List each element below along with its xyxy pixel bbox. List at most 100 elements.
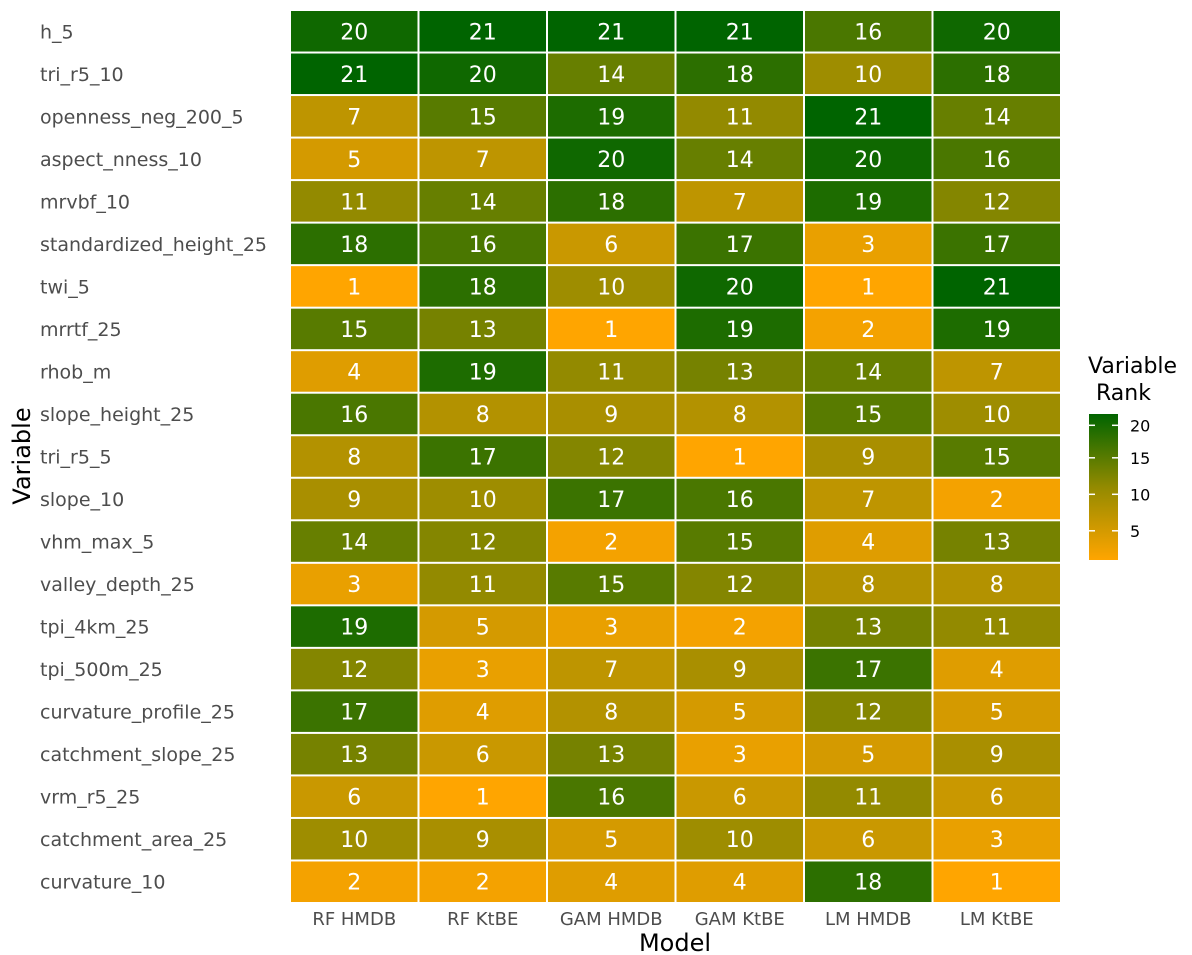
cell-value-label: 10 bbox=[726, 828, 754, 853]
heatmap-cell-catchment-area-25-lm-ktbe bbox=[933, 818, 1060, 860]
cell-value-label: 5 bbox=[476, 616, 490, 641]
row-label-catchment-slope-25: catchment_slope_25 bbox=[40, 744, 235, 766]
heatmap-cell-slope-10-gam-hmdb bbox=[548, 478, 675, 520]
heatmap-cell-twi-5-gam-hmdb bbox=[548, 266, 675, 307]
heatmap-cell-curvature-10-gam-hmdb bbox=[548, 861, 675, 902]
row-label-tri-r5-5: tri_r5_5 bbox=[40, 447, 112, 469]
heatmap-cell-h-5-lm-hmdb bbox=[805, 11, 932, 52]
cell-value-label: 1 bbox=[347, 275, 361, 300]
heatmap-cell-curvature-10-rf-ktbe bbox=[419, 861, 546, 902]
cell-value-label: 2 bbox=[733, 616, 747, 641]
row-label-catchment-area-25: catchment_area_25 bbox=[40, 829, 227, 851]
legend-tick-label: 20 bbox=[1130, 416, 1150, 435]
cell-value-label: 11 bbox=[983, 616, 1011, 641]
cell-value-label: 13 bbox=[726, 360, 754, 385]
heatmap-cell-tpi-4km-25-rf-hmdb bbox=[291, 606, 418, 647]
cell-value-label: 12 bbox=[983, 190, 1011, 215]
heatmap-cell-curvature-10-lm-ktbe bbox=[933, 861, 1060, 902]
heatmap-cell-tri-r5-10-lm-ktbe bbox=[933, 53, 1060, 95]
row-label-vhm-max-5: vhm_max_5 bbox=[40, 532, 154, 554]
cell-value-label: 6 bbox=[604, 233, 618, 258]
heatmap-cell-catchment-slope-25-lm-ktbe bbox=[933, 733, 1060, 775]
column-label-lm-hmdb: LM HMDB bbox=[825, 909, 912, 930]
cell-value-label: 1 bbox=[733, 446, 747, 471]
heatmap-cell-tpi-500m-25-rf-ktbe bbox=[419, 648, 546, 690]
heatmap-cell-catchment-area-25-rf-ktbe bbox=[419, 818, 546, 860]
cell-value-label: 16 bbox=[340, 403, 368, 428]
legend-color-bar bbox=[1089, 414, 1118, 560]
heatmap-cell-valley-depth-25-rf-hmdb bbox=[291, 563, 418, 605]
heatmap-cell-slope-height-25-lm-hmdb bbox=[805, 393, 932, 435]
heatmap-cell-slope-10-lm-ktbe bbox=[933, 478, 1060, 520]
cell-value-label: 10 bbox=[854, 63, 882, 88]
cell-value-label: 6 bbox=[861, 828, 875, 853]
cell-value-label: 15 bbox=[340, 318, 368, 343]
heatmap-cell-h-5-lm-ktbe bbox=[933, 11, 1060, 52]
row-label-openness-neg-200-5: openness_neg_200_5 bbox=[40, 106, 244, 128]
column-label-rf-hmdb: RF HMDB bbox=[312, 909, 396, 930]
heatmap-cell-mrrtf-25-lm-ktbe bbox=[933, 308, 1060, 350]
heatmap-cell-tpi-4km-25-gam-ktbe bbox=[676, 606, 803, 647]
column-labels: RF HMDB RF KtBE GAM HMDB GAM KtBE LM HMDB LM … bbox=[312, 909, 1033, 930]
cell-value-label: 15 bbox=[983, 446, 1011, 471]
cell-value-label: 19 bbox=[597, 105, 625, 130]
column-label-gam-hmdb: GAM HMDB bbox=[560, 909, 663, 930]
heatmap-cell-twi-5-rf-ktbe bbox=[419, 266, 546, 307]
heatmap-cell-catchment-slope-25-gam-ktbe bbox=[676, 733, 803, 775]
heatmap-cell-mrrtf-25-rf-ktbe bbox=[419, 308, 546, 350]
cell-value-label: 3 bbox=[733, 743, 747, 768]
heatmap-cell-catchment-area-25-gam-hmdb bbox=[548, 818, 675, 860]
cell-value-label: 9 bbox=[733, 658, 747, 683]
cell-value-label: 16 bbox=[597, 786, 625, 811]
cell-value-label: 16 bbox=[726, 488, 754, 513]
cell-value-label: 8 bbox=[733, 403, 747, 428]
cell-value-label: 10 bbox=[469, 488, 497, 513]
cell-value-label: 3 bbox=[476, 658, 490, 683]
cell-value-label: 10 bbox=[340, 828, 368, 853]
row-label-h-5: h_5 bbox=[40, 21, 74, 43]
legend-tick-label: 5 bbox=[1130, 522, 1140, 541]
heatmap-cell-aspect-nness-10-rf-hmdb bbox=[291, 138, 418, 180]
cell-value-label: 18 bbox=[340, 233, 368, 258]
heatmap-cell-twi-5-rf-hmdb bbox=[291, 266, 418, 307]
row-label-mrvbf-10: mrvbf_10 bbox=[40, 191, 130, 213]
heatmap-cell-twi-5-gam-ktbe bbox=[676, 266, 803, 307]
cell-value-label: 4 bbox=[733, 871, 747, 896]
cell-value-label: 18 bbox=[854, 871, 882, 896]
heatmap-cell-tpi-4km-25-lm-ktbe bbox=[933, 606, 1060, 647]
cell-value-label: 12 bbox=[597, 446, 625, 471]
heatmap-cell-h-5-rf-hmdb bbox=[291, 11, 418, 52]
heatmap-cell-slope-height-25-gam-hmdb bbox=[548, 393, 675, 435]
heatmap-cell-tri-r5-10-gam-ktbe bbox=[676, 53, 803, 95]
cell-value-label: 2 bbox=[861, 318, 875, 343]
cell-value-label: 6 bbox=[733, 786, 747, 811]
cell-value-label: 15 bbox=[726, 531, 754, 556]
heatmap-cell-mrvbf-10-rf-ktbe bbox=[419, 181, 546, 222]
cell-value-label: 9 bbox=[861, 446, 875, 471]
column-label-rf-ktbe: RF KtBE bbox=[447, 909, 518, 930]
legend-tick-label: 15 bbox=[1130, 449, 1150, 468]
heatmap-cell-curvature-profile-25-gam-hmdb bbox=[548, 691, 675, 732]
cell-value-label: 9 bbox=[990, 743, 1004, 768]
heatmap-cell-aspect-nness-10-gam-hmdb bbox=[548, 138, 675, 180]
cell-value-label: 5 bbox=[990, 701, 1004, 726]
cell-value-label: 7 bbox=[733, 190, 747, 215]
heatmap-cell-tri-r5-10-gam-hmdb bbox=[548, 53, 675, 95]
heatmap-cell-curvature-10-gam-ktbe bbox=[676, 861, 803, 902]
cell-value-label: 8 bbox=[604, 701, 618, 726]
heatmap-cell-rhob-m-gam-ktbe bbox=[676, 351, 803, 392]
heatmap-cell-catchment-slope-25-rf-hmdb bbox=[291, 733, 418, 775]
row-label-slope-10: slope_10 bbox=[40, 489, 124, 511]
y-axis-title: Variable bbox=[8, 407, 36, 504]
cell-value-label: 10 bbox=[983, 403, 1011, 428]
cell-value-label: 8 bbox=[861, 573, 875, 598]
cell-value-label: 19 bbox=[726, 318, 754, 343]
heatmap-cell-openness-neg-200-5-rf-hmdb bbox=[291, 96, 418, 137]
cell-value-label: 9 bbox=[604, 403, 618, 428]
heatmap-cell-mrvbf-10-rf-hmdb bbox=[291, 181, 418, 222]
cell-value-label: 2 bbox=[604, 531, 618, 556]
cell-value-label: 2 bbox=[476, 871, 490, 896]
heatmap-cell-vhm-max-5-rf-ktbe bbox=[419, 521, 546, 562]
heatmap-cell-rhob-m-gam-hmdb bbox=[548, 351, 675, 392]
